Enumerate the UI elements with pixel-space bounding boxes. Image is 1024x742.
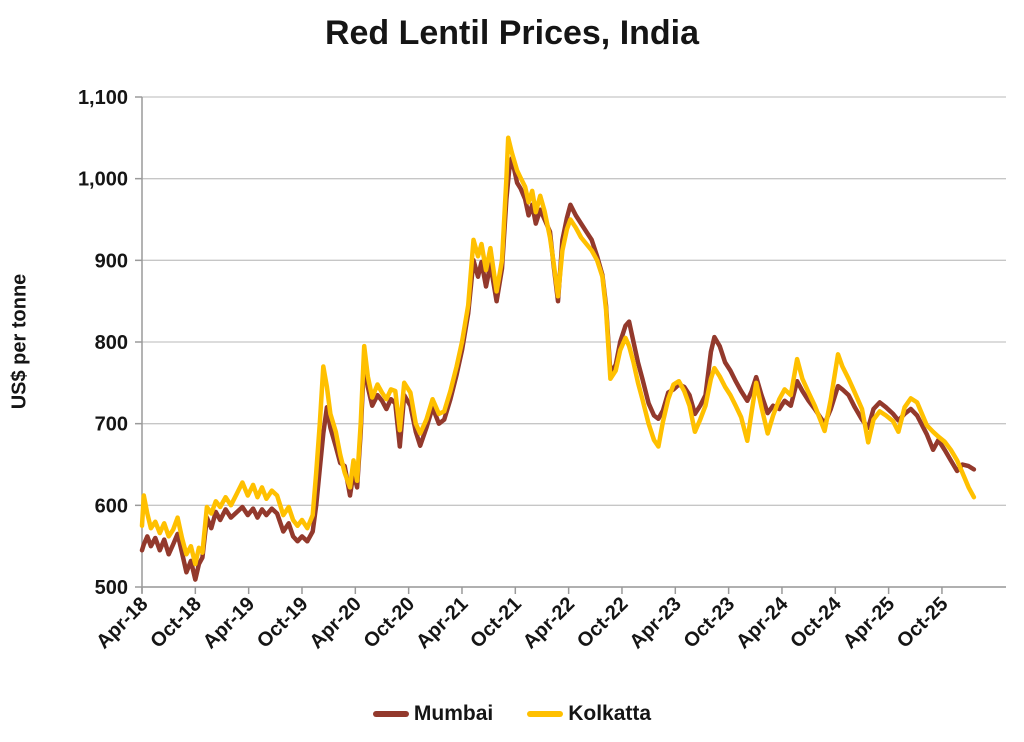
x-tick-label: Apr-21 <box>412 593 472 653</box>
x-tick-label: Oct-23 <box>680 593 740 653</box>
legend-item-mumbai: Mumbai <box>372 702 494 726</box>
x-tick-label: Apr-18 <box>92 593 152 653</box>
y-tick-label: 1,100 <box>78 87 128 109</box>
x-tick-label: Apr-20 <box>305 593 365 653</box>
y-tick-label: 700 <box>95 414 128 436</box>
x-tick-label: Oct-19 <box>253 593 313 653</box>
x-tick-label: Oct-21 <box>466 593 526 653</box>
y-tick-label: 800 <box>95 332 128 354</box>
kolkatta-line-swatch <box>527 711 564 717</box>
x-tick-label: Apr-25 <box>839 593 899 653</box>
x-tick-label: Oct-18 <box>146 593 206 653</box>
series-line-kolkatta <box>139 135 977 567</box>
x-tick-label: Oct-25 <box>893 593 953 653</box>
y-tick-label: 600 <box>95 495 128 517</box>
x-tick-label: Apr-23 <box>625 593 685 653</box>
x-tick-label: Oct-20 <box>360 593 420 653</box>
x-tick-label: Apr-19 <box>199 593 259 653</box>
y-tick-label: 500 <box>95 577 128 599</box>
x-tick-label: Oct-24 <box>786 592 846 652</box>
legend-label-kolkatta: Kolkatta <box>568 702 652 725</box>
y-tick-label: 1,000 <box>78 169 128 191</box>
legend-item-kolkatta: Kolkatta <box>527 702 651 726</box>
x-tick-label: Apr-24 <box>732 592 793 653</box>
x-tick-label: Oct-22 <box>573 593 633 653</box>
legend-label-mumbai: Mumbai <box>413 702 494 725</box>
mumbai-line-swatch <box>372 711 409 717</box>
chart-title: Red Lentil Prices, India <box>324 14 700 52</box>
x-tick-label: Apr-22 <box>519 593 579 653</box>
legend: Mumbai Kolkatta <box>0 702 1024 726</box>
y-tick-label: 900 <box>95 250 128 272</box>
series-line-mumbai <box>139 156 977 582</box>
